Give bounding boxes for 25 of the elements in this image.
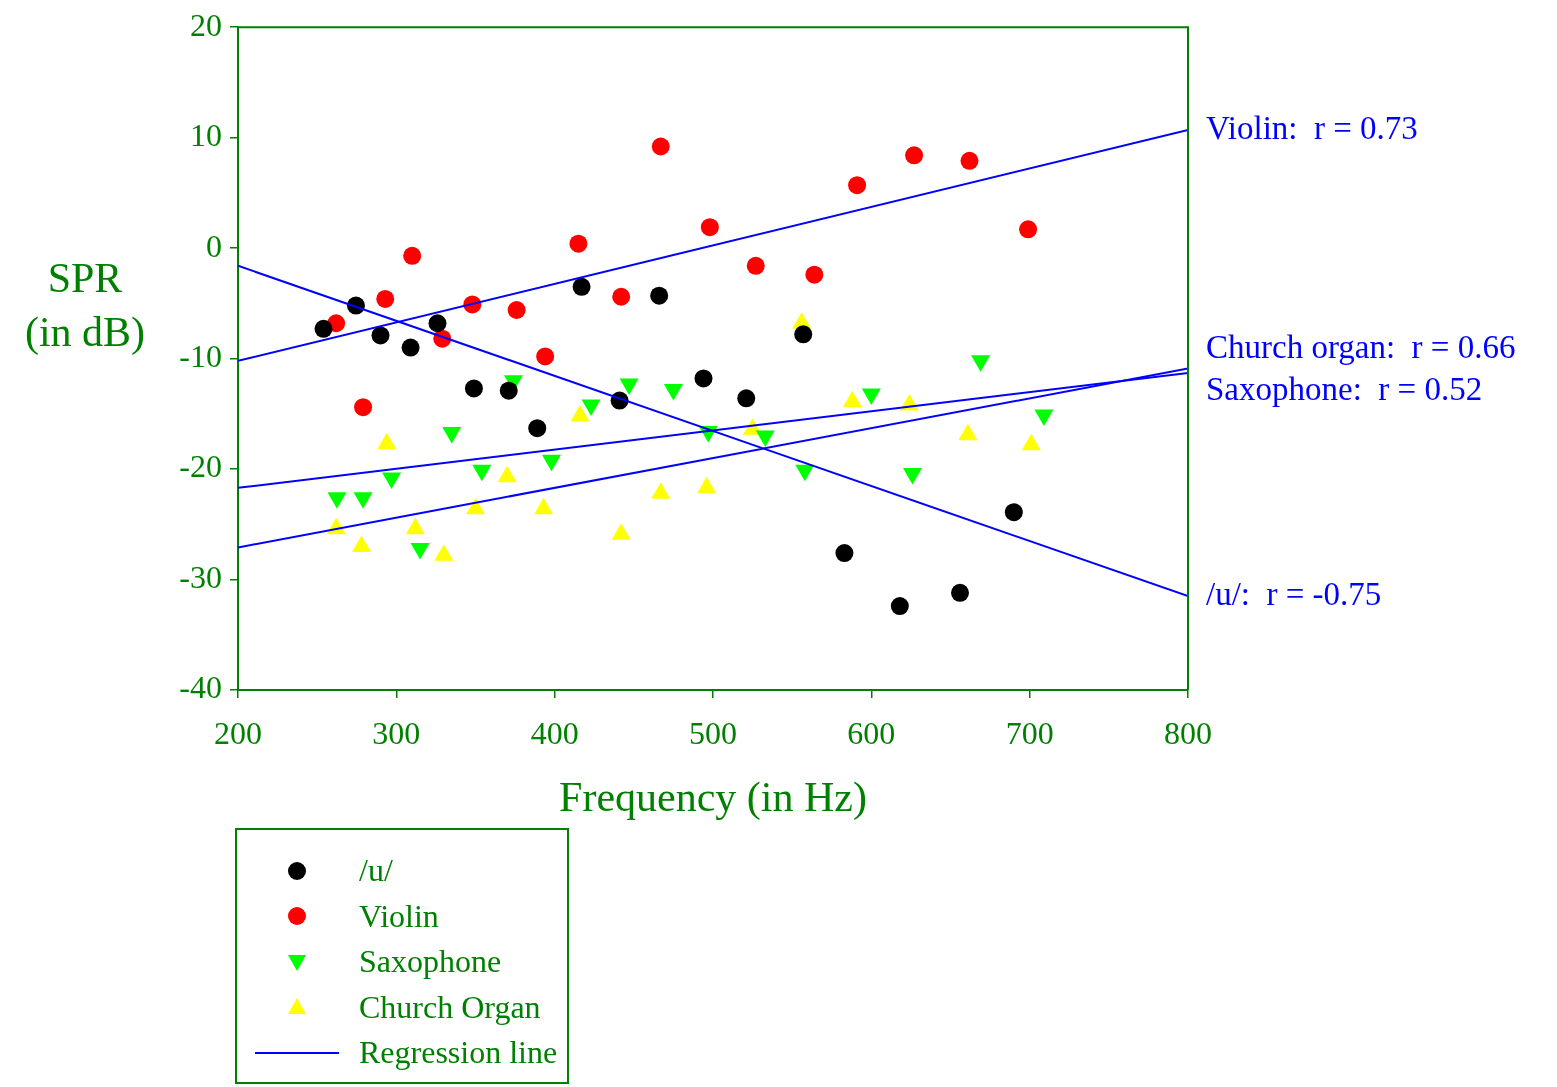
text: Violin: r = 0.73 (1206, 109, 1418, 146)
x-tick-label: 700 (1005, 714, 1054, 751)
y-tick-label: -20 (179, 448, 222, 485)
legend-label: /u/ (359, 852, 393, 890)
legend-label: Violin (359, 897, 439, 935)
y-axis-title: SPR (in dB) (24, 255, 146, 357)
y-tick-label: -30 (179, 558, 222, 595)
y-tick-label: -40 (179, 669, 222, 706)
y-tick-label: 0 (206, 227, 222, 264)
x-tick-label: 800 (1164, 714, 1212, 751)
legend-label: Saxophone (359, 943, 502, 981)
y-tick-label: -10 (179, 338, 222, 375)
x-tick-label: 200 (214, 714, 262, 751)
y-tick-label: 20 (190, 6, 222, 43)
x-tick-label: 300 (372, 714, 421, 751)
x-axis-title: Frequency (in Hz) (559, 774, 867, 822)
legend-label: Regression line (359, 1034, 558, 1072)
text: Saxophone: r = 0.52 (1206, 371, 1483, 408)
x-tick-label: 600 (847, 714, 896, 751)
legend-label: Church Organ (359, 988, 541, 1026)
x-tick-label: 400 (530, 714, 579, 751)
text: Church organ: r = 0.66 (1206, 329, 1516, 366)
y-tick-label: 10 (190, 117, 222, 154)
text: /u/: r = -0.75 (1206, 575, 1382, 612)
x-tick-label: 500 (689, 714, 737, 751)
